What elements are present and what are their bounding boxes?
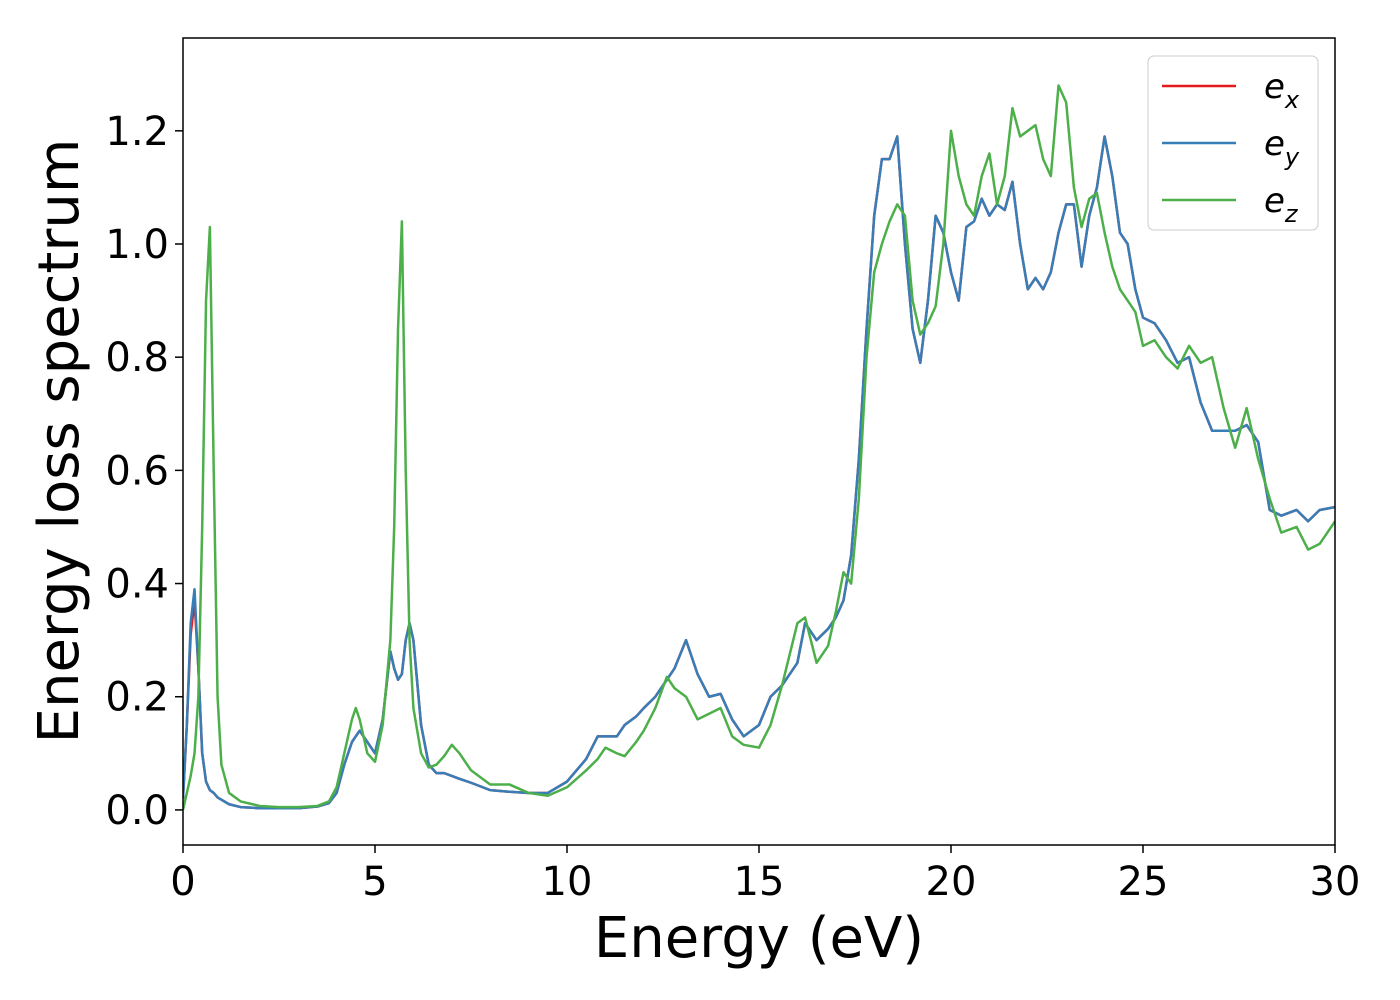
- y-tick-label: 0.2: [105, 675, 169, 721]
- x-axis-label: Energy (eV): [594, 906, 924, 971]
- y-tick-label: 1.0: [105, 222, 169, 268]
- legend-base: e: [1264, 67, 1285, 107]
- series-line: [183, 135, 1335, 810]
- plot-frame: [182, 37, 1336, 846]
- series-line: [183, 84, 1335, 811]
- y-tick-label: 1.2: [105, 109, 169, 155]
- legend-label: ez: [1264, 181, 1299, 228]
- x-tick-label: 20: [926, 859, 977, 905]
- y-tick-label: 0.8: [105, 335, 169, 381]
- y-axis-label: Energy loss spectrum: [27, 139, 92, 744]
- x-tick-label: 30: [1310, 859, 1361, 905]
- x-tick-label: 5: [362, 859, 387, 905]
- legend-sub: x: [1284, 86, 1300, 114]
- y-tick-label: 0.0: [105, 788, 169, 834]
- x-tick-label: 0: [170, 859, 195, 905]
- legend-sub: z: [1284, 200, 1299, 228]
- legend-label: ex: [1264, 67, 1300, 114]
- x-tick-label: 25: [1118, 859, 1169, 905]
- legend-label: ey: [1264, 124, 1300, 171]
- x-tick-label: 10: [542, 859, 593, 905]
- legend-sub: y: [1284, 143, 1300, 171]
- x-tick-label: 15: [734, 859, 785, 905]
- y-tick-label: 0.6: [105, 448, 169, 494]
- y-tick-label: 0.4: [105, 562, 169, 608]
- legend-base: e: [1264, 124, 1285, 164]
- legend-base: e: [1264, 181, 1285, 221]
